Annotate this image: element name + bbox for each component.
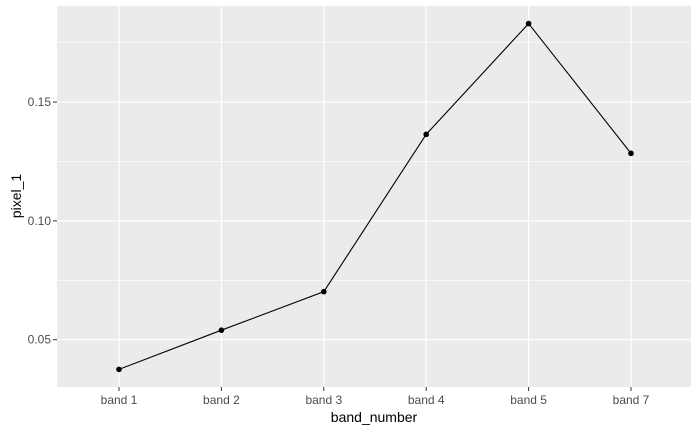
minor-gridlines xyxy=(57,42,691,281)
data-point xyxy=(525,20,532,27)
x-tick-label: band 5 xyxy=(510,393,547,407)
x-tick-label: band 3 xyxy=(305,393,342,407)
y-axis-ticks: 0.05 0.10 0.15 xyxy=(28,95,57,347)
plot-panel xyxy=(57,6,691,387)
y-tick-label: 0.10 xyxy=(28,214,52,228)
major-gridlines xyxy=(57,6,691,387)
data-point xyxy=(628,150,634,157)
series-layer xyxy=(116,20,634,373)
data-point xyxy=(321,288,327,295)
x-tick-label: band 4 xyxy=(408,393,445,407)
data-point xyxy=(116,366,122,373)
x-tick-label: band 7 xyxy=(613,393,650,407)
y-tick-label: 0.05 xyxy=(28,333,52,347)
x-tick-label: band 1 xyxy=(101,393,138,407)
x-axis-title: band_number xyxy=(331,409,418,425)
series-line xyxy=(118,22,632,370)
data-point xyxy=(218,327,225,333)
x-tick-label: band 2 xyxy=(203,393,240,407)
data-point xyxy=(423,131,430,138)
y-axis-title: pixel_1 xyxy=(8,174,24,219)
y-tick-label: 0.15 xyxy=(28,95,52,109)
x-axis-ticks: band 1 band 2 band 3 band 4 band 5 band 7 xyxy=(101,387,650,407)
